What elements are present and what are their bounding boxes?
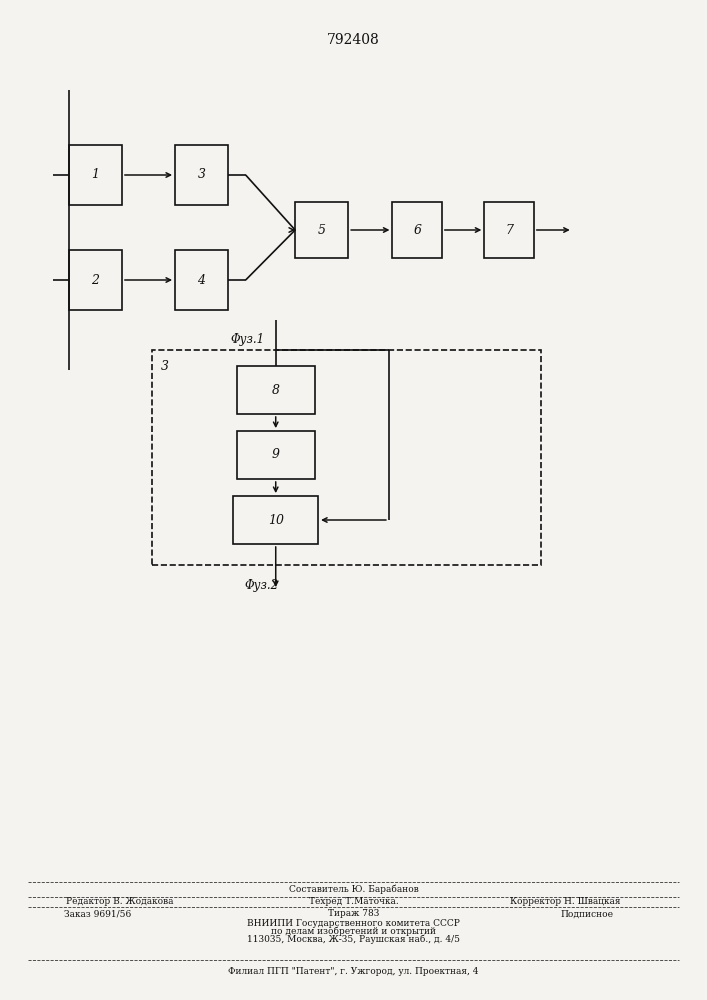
Text: по делам изобретений и открытий: по делам изобретений и открытий — [271, 926, 436, 936]
Text: 113035, Москва, Ж-35, Раушская наб., д. 4/5: 113035, Москва, Ж-35, Раушская наб., д. … — [247, 934, 460, 944]
Text: 2: 2 — [91, 273, 100, 286]
Bar — [175, 250, 228, 310]
Bar — [152, 350, 541, 565]
Text: Корректор Н. Швацкая: Корректор Н. Швацкая — [510, 898, 621, 906]
Bar — [237, 431, 315, 479]
Text: 3: 3 — [161, 360, 169, 373]
Text: ВНИИПИ Государственного комитета СССР: ВНИИПИ Государственного комитета СССР — [247, 918, 460, 928]
Bar — [69, 145, 122, 205]
Text: Подписное: Подписное — [561, 910, 613, 918]
Bar — [69, 250, 122, 310]
Text: 9: 9 — [271, 448, 280, 462]
Bar — [175, 145, 228, 205]
Text: 4: 4 — [197, 273, 206, 286]
Text: 6: 6 — [413, 224, 421, 236]
Bar — [233, 496, 318, 544]
Text: 7: 7 — [505, 224, 513, 236]
Text: Φуз.1: Φуз.1 — [230, 334, 264, 347]
Text: Заказ 9691/56: Заказ 9691/56 — [64, 910, 131, 918]
Text: Φуз.2: Φуз.2 — [245, 578, 279, 591]
Text: Редактор В. Жодакова: Редактор В. Жодакова — [66, 898, 174, 906]
Text: Филиал ПГП "Патент", г. Ужгород, ул. Проектная, 4: Филиал ПГП "Патент", г. Ужгород, ул. Про… — [228, 968, 479, 976]
Text: 1: 1 — [91, 168, 100, 182]
Text: 5: 5 — [317, 224, 326, 236]
Bar — [237, 366, 315, 414]
Bar — [296, 202, 348, 257]
Bar — [484, 202, 534, 257]
Text: 8: 8 — [271, 383, 280, 396]
Bar — [392, 202, 442, 257]
Text: 792408: 792408 — [327, 33, 380, 47]
Text: Тираж 783: Тираж 783 — [328, 910, 379, 918]
Text: 3: 3 — [197, 168, 206, 182]
Text: Составитель Ю. Барабанов: Составитель Ю. Барабанов — [288, 884, 419, 894]
Text: 10: 10 — [268, 514, 284, 526]
Text: Техред Т.Маточка.: Техред Т.Маточка. — [309, 898, 398, 906]
